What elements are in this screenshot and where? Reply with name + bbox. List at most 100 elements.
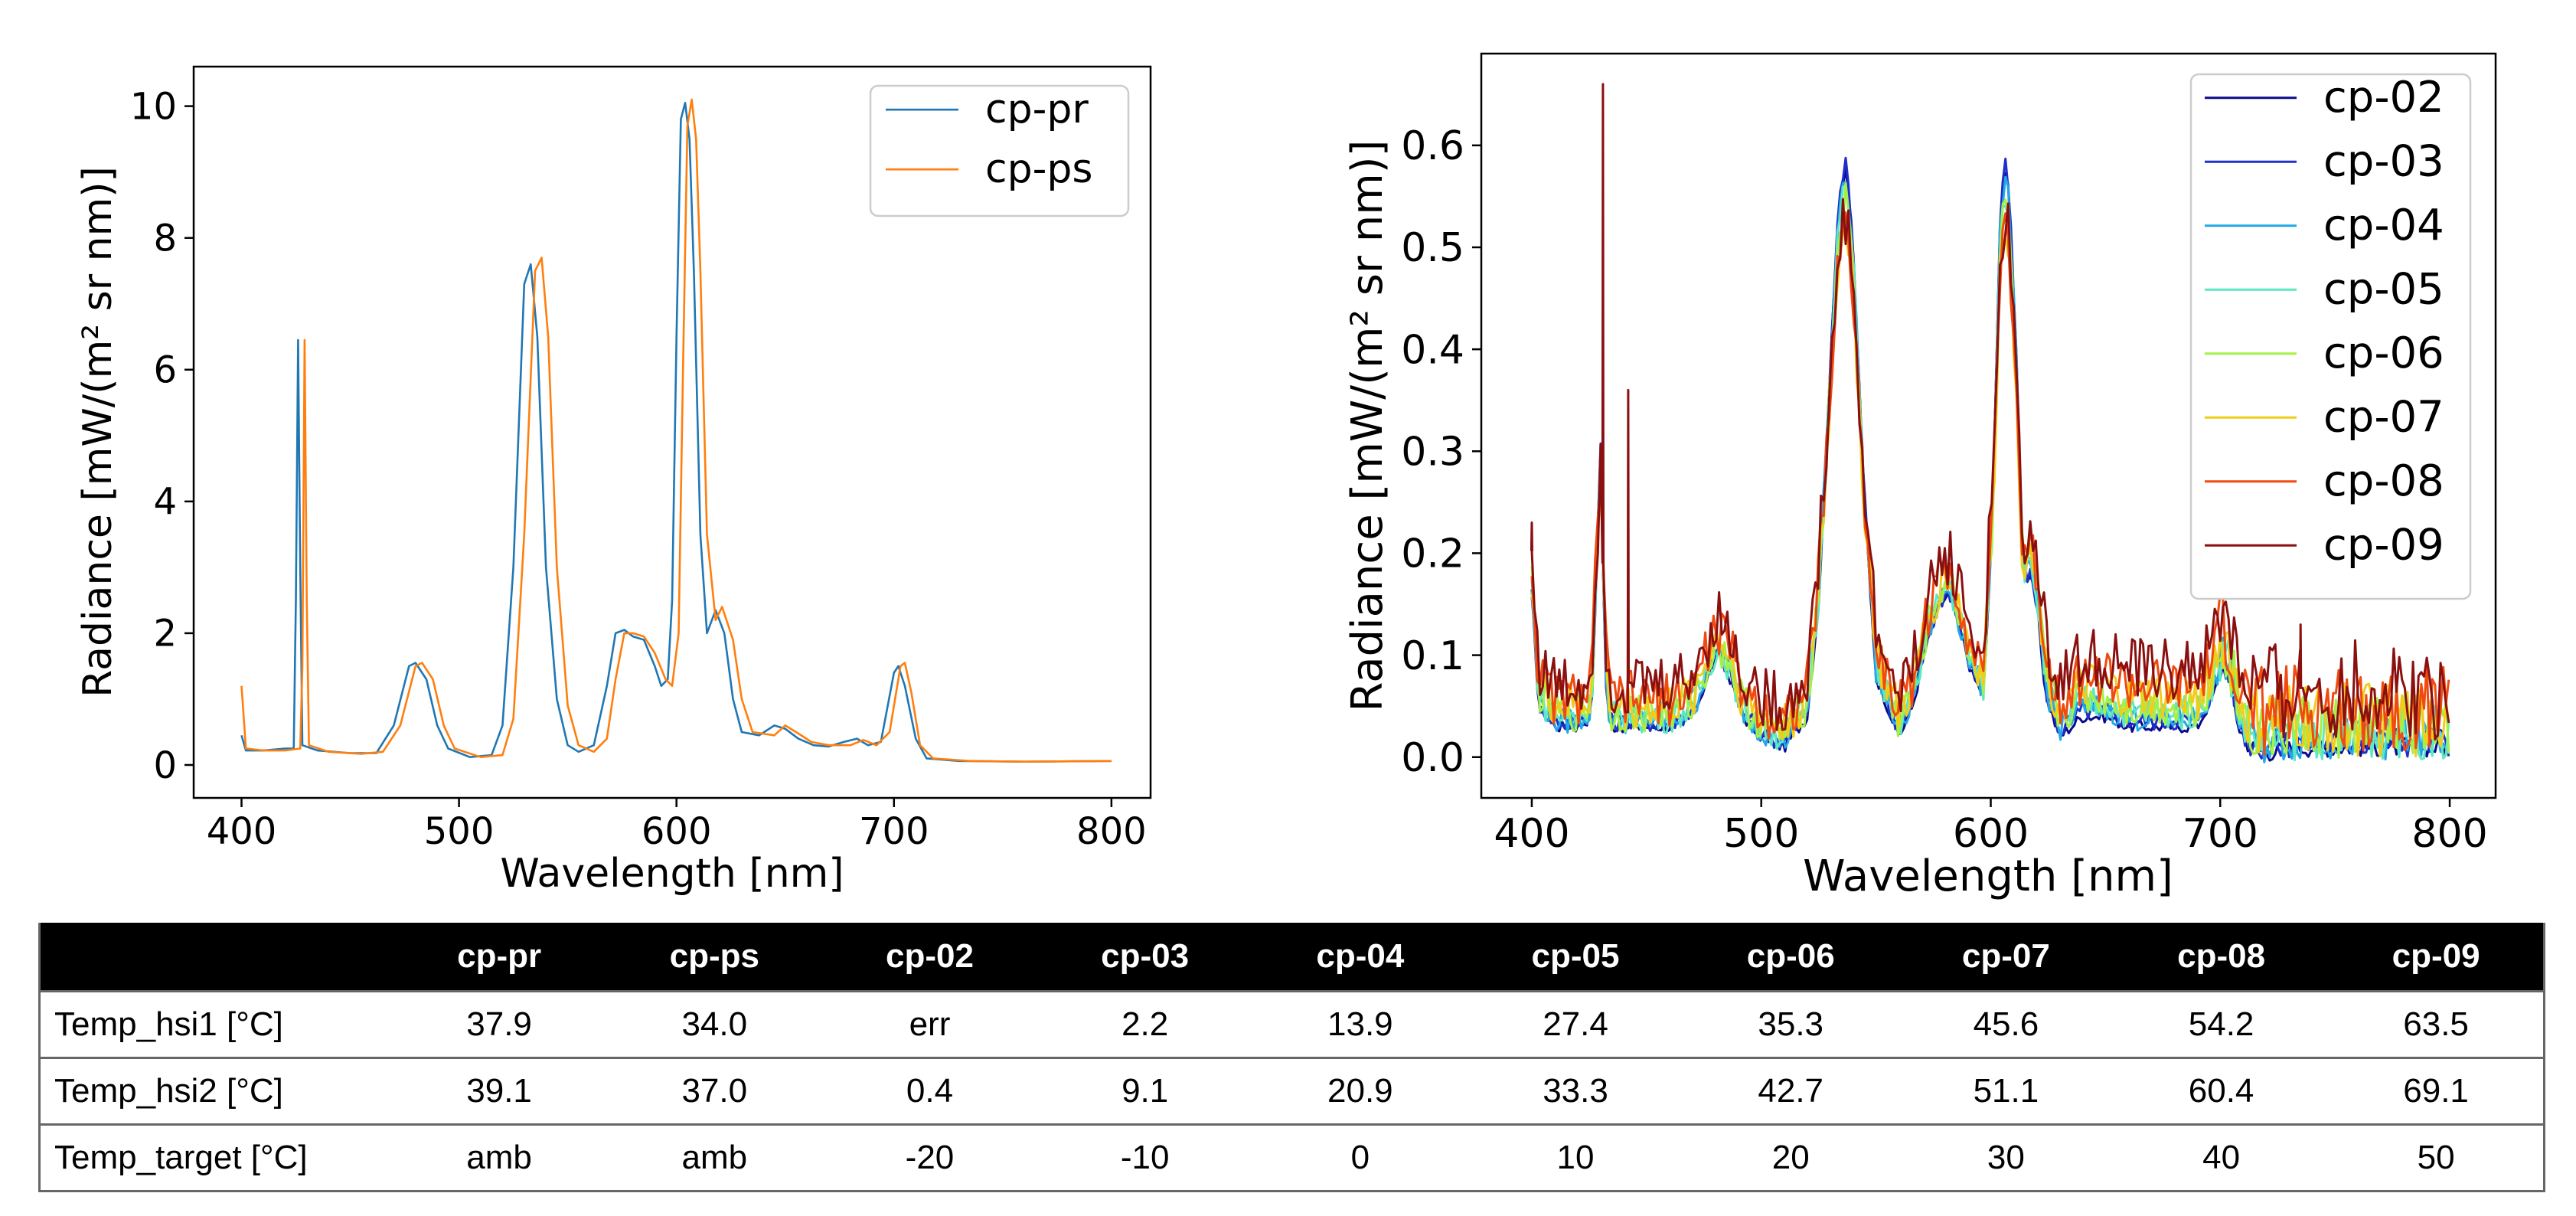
y-tick-label: 0.6 (1401, 123, 1464, 169)
table-cell: 42.7 (1683, 1057, 1899, 1125)
left-y-axis-label: Radiance [mW/(m² sr nm)] (75, 166, 121, 698)
table-cell: 33.3 (1468, 1057, 1683, 1125)
right-legend: cp-02 cp-03 cp-04 cp-05 cp-06 cp-07 cp-08 cp-09 (2189, 73, 2472, 600)
y-tick-label: 0.1 (1401, 633, 1464, 679)
right-lines (1530, 83, 2450, 763)
table-row-label: Temp_hsi2 [°C] (39, 1057, 392, 1125)
table-header-cp-ps: cp-ps (606, 923, 822, 992)
table-header-cp-02: cp-02 (821, 923, 1038, 992)
y-tick-label: 8 (153, 217, 177, 260)
table-cell: 54.2 (2114, 990, 2330, 1058)
left-legend: cp-pr cp-ps (869, 84, 1130, 217)
x-tick-label: 600 (1953, 811, 2029, 857)
x-tick-label: 800 (1076, 810, 1147, 853)
legend-label-cp-08: cp-08 (2323, 456, 2444, 506)
table-cell: 34.0 (606, 990, 822, 1058)
table-cell: 20 (1683, 1123, 1899, 1192)
left-legend-box (869, 84, 1130, 217)
y-tick-label: 4 (153, 481, 177, 524)
table-cell: 37.0 (606, 1057, 822, 1125)
y-tick-label: 6 (153, 349, 177, 392)
y-tick-label: 0.3 (1401, 429, 1464, 475)
table-cell: amb (606, 1123, 822, 1192)
legend-label-cp-07: cp-07 (2323, 393, 2444, 443)
table-row-label: Temp_target [°C] (39, 1123, 392, 1192)
table-cell: -10 (1037, 1123, 1253, 1192)
legend-label-cp-09: cp-09 (2323, 521, 2444, 570)
table-cell: err (821, 990, 1038, 1058)
legend-label-cp-ps: cp-ps (985, 146, 1092, 192)
x-tick-label: 500 (424, 810, 495, 853)
x-tick-label: 400 (1494, 811, 1569, 857)
table-cell: 40 (2114, 1123, 2330, 1192)
table-cell: -20 (821, 1123, 1038, 1192)
table-header-blank (39, 923, 392, 992)
right-x-axis-label: Wavelength [nm] (1803, 852, 2173, 901)
table-cell: 63.5 (2329, 990, 2545, 1058)
temperature-table: cp-pr cp-ps cp-02 cp-03 cp-04 cp-05 cp-06 cp-07… (38, 923, 2545, 1192)
legend-label-cp-03: cp-03 (2323, 137, 2444, 187)
left-y-ticks: 0 2 4 6 8 10 (130, 85, 194, 787)
table-header-cp-07: cp-07 (1898, 923, 2114, 992)
table-cell: 60.4 (2114, 1057, 2330, 1125)
series-line-cp-08 (1530, 211, 2450, 756)
x-tick-label: 500 (1723, 811, 1799, 857)
legend-label-cp-06: cp-06 (2323, 329, 2444, 378)
table-header-row: cp-pr cp-ps cp-02 cp-03 cp-04 cp-05 cp-06 cp-07… (39, 923, 2545, 992)
table-cell: 50 (2329, 1123, 2545, 1192)
right-y-axis-label: Radiance [mW/(m² sr nm)] (1343, 140, 1392, 712)
table-header-cp-09: cp-09 (2329, 923, 2545, 992)
right-spectrum-chart: 400 500 600 700 800 0.0 0.1 0.2 0.3 0.4 0.5 0.6 Wa… (1343, 52, 2497, 901)
y-tick-label: 10 (130, 85, 177, 128)
y-tick-label: 0 (153, 744, 177, 787)
table-header-cp-05: cp-05 (1468, 923, 1683, 992)
table-cell: 10 (1468, 1123, 1683, 1192)
table-header-cp-pr: cp-pr (391, 923, 607, 992)
table-cell: 39.1 (391, 1057, 607, 1125)
table-body: Temp_hsi1 [°C] 37.9 34.0 err 2.2 13.9 27.4 35.3… (39, 990, 2545, 1192)
table-cell: 9.1 (1037, 1057, 1253, 1125)
table-header-cp-03: cp-03 (1037, 923, 1253, 992)
left-plot-frame (192, 65, 1152, 799)
x-tick-label: 600 (642, 810, 712, 853)
table-header-cp-04: cp-04 (1252, 923, 1468, 992)
table-cell: 2.2 (1037, 990, 1253, 1058)
right-x-ticks: 400 500 600 700 800 (1494, 798, 2488, 857)
legend-label-cp-04: cp-04 (2323, 201, 2444, 250)
table-row-label: Temp_hsi1 [°C] (39, 990, 392, 1058)
table-cell: 0.4 (821, 1057, 1038, 1125)
table-cell: 27.4 (1468, 990, 1683, 1058)
y-tick-label: 0.5 (1401, 225, 1464, 271)
left-lines (240, 98, 1112, 763)
y-tick-label: 0.2 (1401, 531, 1464, 577)
y-tick-label: 0.4 (1401, 327, 1464, 373)
right-plot-frame (1480, 52, 2497, 799)
table-cell: 0 (1252, 1123, 1468, 1192)
table-cell: 30 (1898, 1123, 2114, 1192)
series-line-cp-09 (1530, 83, 2450, 741)
table-header-cp-08: cp-08 (2114, 923, 2330, 992)
legend-label-cp-pr: cp-pr (985, 87, 1089, 132)
y-tick-label: 0.0 (1401, 735, 1464, 781)
legend-label-cp-02: cp-02 (2323, 73, 2444, 123)
table-cell: amb (391, 1123, 607, 1192)
x-tick-label: 700 (859, 810, 929, 853)
series-line-cp-pr (240, 102, 1112, 763)
legend-label-cp-05: cp-05 (2323, 265, 2444, 315)
table-row: Temp_hsi1 [°C] 37.9 34.0 err 2.2 13.9 27.4 35.3… (39, 990, 2545, 1058)
table-cell: 69.1 (2329, 1057, 2545, 1125)
left-x-ticks: 400 500 600 700 800 (207, 798, 1147, 853)
x-tick-label: 400 (207, 810, 277, 853)
y-tick-label: 2 (153, 613, 177, 655)
series-line-cp-ps (240, 98, 1112, 763)
x-tick-label: 700 (2183, 811, 2258, 857)
table-cell: 37.9 (391, 990, 607, 1058)
left-x-axis-label: Wavelength [nm] (500, 851, 844, 897)
right-legend-box (2189, 73, 2472, 600)
right-y-ticks: 0.0 0.1 0.2 0.3 0.4 0.5 0.6 (1401, 123, 1481, 781)
table-cell: 20.9 (1252, 1057, 1468, 1125)
table-cell: 45.6 (1898, 990, 2114, 1058)
x-tick-label: 800 (2411, 811, 2487, 857)
